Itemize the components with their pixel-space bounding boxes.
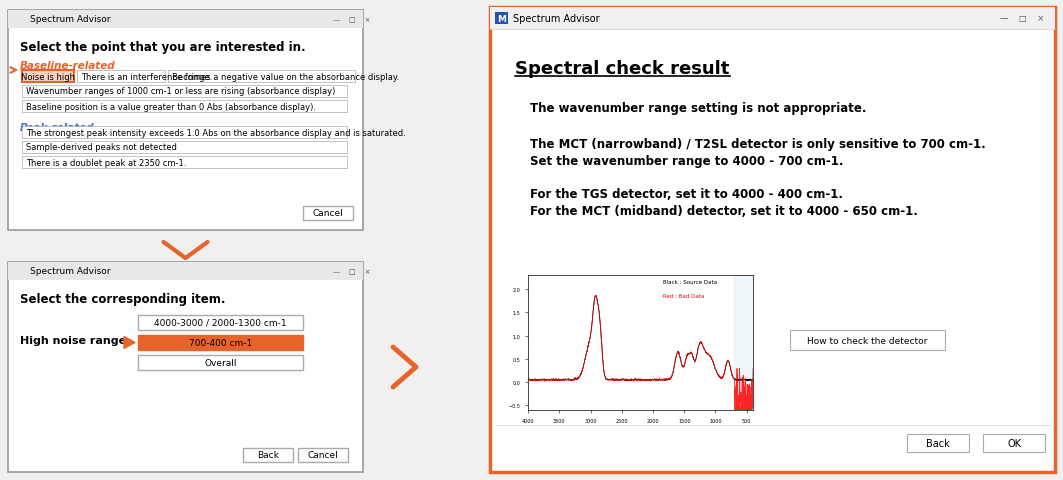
- Text: Select the corresponding item.: Select the corresponding item.: [20, 292, 225, 305]
- Text: 4000-3000 / 2000-1300 cm-1: 4000-3000 / 2000-1300 cm-1: [154, 318, 287, 327]
- Text: Spectrum Advisor: Spectrum Advisor: [30, 15, 111, 24]
- Text: Noise is high: Noise is high: [21, 72, 75, 81]
- FancyBboxPatch shape: [138, 355, 303, 370]
- Text: Overall: Overall: [204, 358, 237, 367]
- Text: Sample-derived peaks not detected: Sample-derived peaks not detected: [26, 143, 176, 152]
- Text: —    □    ×: — □ ×: [1000, 14, 1044, 24]
- FancyBboxPatch shape: [22, 156, 347, 168]
- Text: Peak-related: Peak-related: [20, 123, 95, 133]
- Text: OK: OK: [1007, 438, 1020, 448]
- Text: Cancel: Cancel: [313, 209, 343, 218]
- Text: Back: Back: [926, 438, 950, 448]
- Text: There is a doublet peak at 2350 cm-1.: There is a doublet peak at 2350 cm-1.: [26, 158, 186, 167]
- Text: 700-400 cm-1: 700-400 cm-1: [189, 338, 252, 347]
- FancyBboxPatch shape: [243, 448, 293, 462]
- Text: There is an interference fringe.: There is an interference fringe.: [81, 72, 213, 81]
- FancyBboxPatch shape: [9, 263, 362, 280]
- Text: Baseline-related: Baseline-related: [20, 61, 116, 71]
- Text: M: M: [497, 14, 506, 24]
- FancyBboxPatch shape: [138, 336, 303, 350]
- FancyBboxPatch shape: [22, 127, 347, 139]
- FancyBboxPatch shape: [168, 71, 355, 83]
- FancyBboxPatch shape: [9, 11, 362, 29]
- FancyBboxPatch shape: [22, 71, 74, 83]
- Text: Spectral check result: Spectral check result: [514, 60, 729, 78]
- Polygon shape: [124, 337, 135, 349]
- FancyBboxPatch shape: [490, 8, 1054, 472]
- Text: How to check the detector: How to check the detector: [807, 336, 928, 345]
- FancyBboxPatch shape: [77, 71, 165, 83]
- Text: Spectrum Advisor: Spectrum Advisor: [30, 267, 111, 276]
- Text: Spectrum Advisor: Spectrum Advisor: [513, 14, 600, 24]
- Text: —    □    ×: — □ ×: [333, 268, 371, 275]
- FancyBboxPatch shape: [138, 315, 303, 330]
- Text: Black : Source Data: Black : Source Data: [663, 279, 718, 285]
- Text: Red : Bad Data: Red : Bad Data: [663, 293, 705, 298]
- FancyBboxPatch shape: [22, 142, 347, 154]
- Text: Wavenumber ranges of 1000 cm-1 or less are rising (absorbance display): Wavenumber ranges of 1000 cm-1 or less a…: [26, 87, 335, 96]
- Text: High noise range: High noise range: [20, 336, 126, 345]
- FancyBboxPatch shape: [790, 330, 945, 350]
- FancyBboxPatch shape: [983, 434, 1045, 452]
- Text: The MCT (narrowband) / T2SL detector is only sensitive to 700 cm-1.: The MCT (narrowband) / T2SL detector is …: [530, 138, 985, 151]
- Bar: [735, 276, 753, 410]
- Text: The wavenumber range setting is not appropriate.: The wavenumber range setting is not appr…: [530, 102, 866, 115]
- FancyBboxPatch shape: [22, 86, 347, 98]
- FancyBboxPatch shape: [22, 101, 347, 113]
- Text: The strongest peak intensity exceeds 1.0 Abs on the absorbance display and is sa: The strongest peak intensity exceeds 1.0…: [26, 128, 406, 137]
- Text: Set the wavenumber range to 4000 - 700 cm-1.: Set the wavenumber range to 4000 - 700 c…: [530, 155, 844, 168]
- FancyBboxPatch shape: [298, 448, 348, 462]
- FancyBboxPatch shape: [495, 13, 508, 25]
- Text: Select the point that you are interested in.: Select the point that you are interested…: [20, 41, 306, 54]
- FancyBboxPatch shape: [490, 8, 1054, 30]
- Text: —    □    ×: — □ ×: [333, 17, 371, 23]
- Text: Cancel: Cancel: [307, 451, 338, 459]
- FancyBboxPatch shape: [9, 11, 362, 230]
- FancyBboxPatch shape: [303, 206, 353, 220]
- Text: Becomes a negative value on the absorbance display.: Becomes a negative value on the absorban…: [172, 72, 400, 81]
- Text: For the MCT (midband) detector, set it to 4000 - 650 cm-1.: For the MCT (midband) detector, set it t…: [530, 204, 917, 217]
- Text: Back: Back: [257, 451, 279, 459]
- Text: For the TGS detector, set it to 4000 - 400 cm-1.: For the TGS detector, set it to 4000 - 4…: [530, 188, 843, 201]
- Text: Baseline position is a value greater than 0 Abs (absorbance display).: Baseline position is a value greater tha…: [26, 102, 316, 111]
- FancyBboxPatch shape: [9, 263, 362, 472]
- FancyBboxPatch shape: [907, 434, 969, 452]
